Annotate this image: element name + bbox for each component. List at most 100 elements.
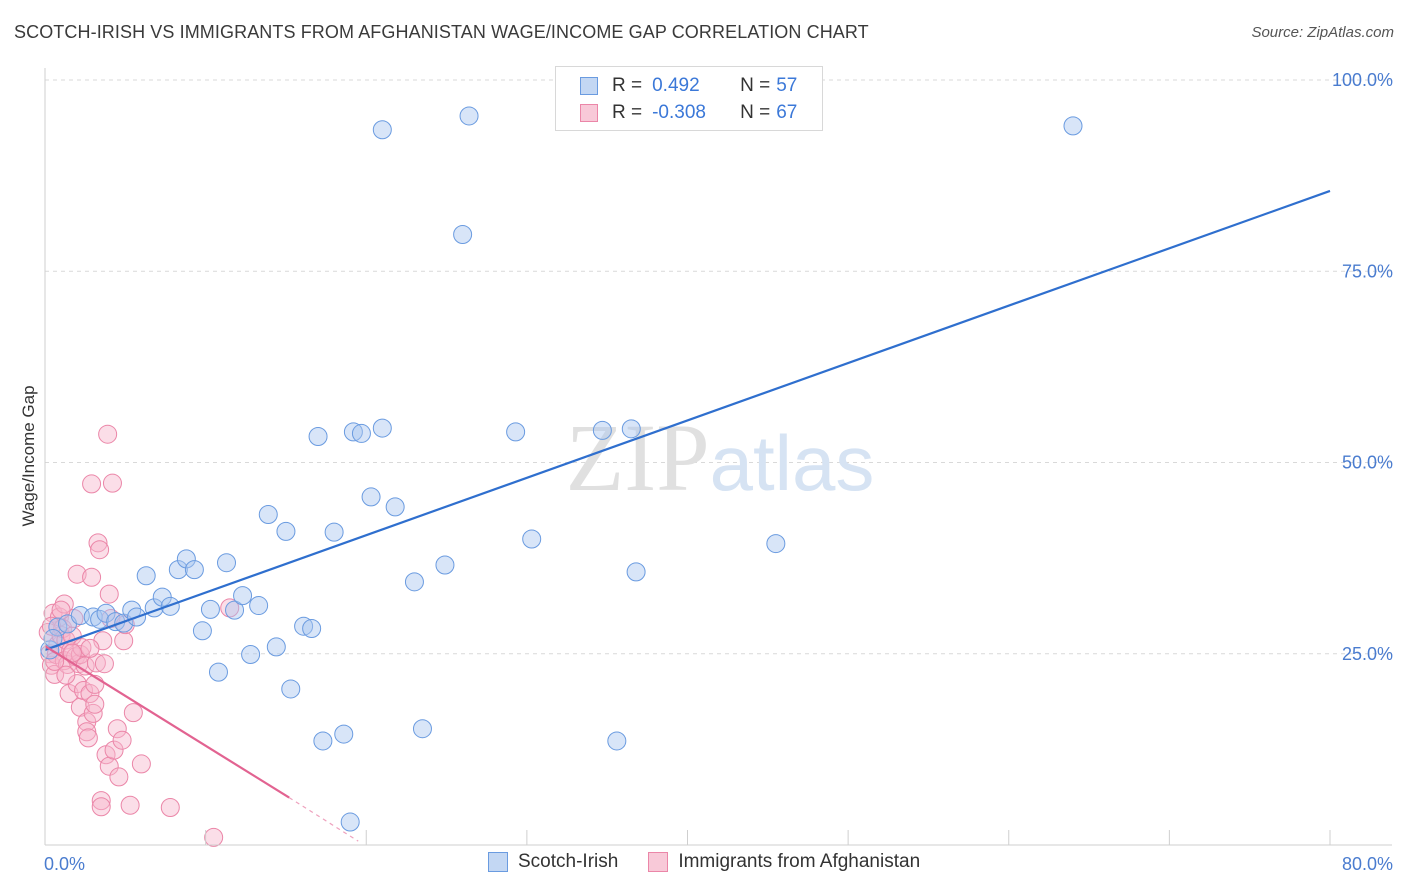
legend-n-value: 57 bbox=[776, 75, 798, 96]
legend-r-label: R = bbox=[612, 102, 643, 123]
data-point-scotch-irish bbox=[453, 225, 473, 245]
data-point-scotch-irish bbox=[217, 553, 237, 573]
data-point-scotch-irish bbox=[334, 724, 354, 744]
axes: 25.0% 50.0% 75.0% 100.0% 0.0% 80.0% bbox=[44, 68, 1393, 874]
legend-row-scotch-irish: R = 0.492 N = 57 bbox=[580, 73, 797, 99]
data-point-scotch-irish bbox=[621, 419, 641, 439]
data-point-scotch-irish bbox=[626, 562, 646, 582]
y-tick-label: 75.0% bbox=[1342, 261, 1393, 281]
data-point-scotch-irish bbox=[192, 621, 212, 641]
data-point-scotch-irish bbox=[340, 812, 360, 832]
data-point-afghanistan bbox=[85, 694, 105, 714]
data-point-afghanistan bbox=[91, 797, 111, 817]
data-point-scotch-irish bbox=[225, 600, 245, 620]
legend-label-scotch-irish: Scotch-Irish bbox=[518, 851, 619, 872]
data-point-afghanistan bbox=[91, 791, 111, 811]
series-legend: Scotch-Irish Immigrants from Afghanistan bbox=[488, 851, 950, 873]
legend-n-value: 67 bbox=[776, 102, 798, 123]
data-point-afghanistan bbox=[109, 767, 129, 787]
source-credit: Source: ZipAtlas.com bbox=[1251, 24, 1394, 41]
data-point-afghanistan bbox=[112, 730, 132, 750]
data-point-afghanistan bbox=[88, 533, 108, 553]
legend-r-value: -0.308 bbox=[652, 102, 706, 123]
data-point-afghanistan bbox=[160, 798, 180, 818]
data-point-scotch-irish bbox=[176, 549, 196, 569]
data-point-afghanistan bbox=[220, 598, 240, 618]
trend-line-scotch-irish bbox=[44, 189, 1331, 651]
legend-row-afghanistan: R = -0.308 N = 67 bbox=[580, 100, 797, 126]
data-point-scotch-irish bbox=[249, 596, 269, 616]
data-point-scotch-irish bbox=[361, 487, 381, 507]
data-point-scotch-irish bbox=[96, 603, 116, 623]
data-point-scotch-irish bbox=[412, 719, 432, 739]
data-point-scotch-irish bbox=[233, 586, 253, 606]
data-point-afghanistan bbox=[54, 594, 74, 614]
data-point-scotch-irish bbox=[1063, 116, 1083, 136]
trend-line-afghanistan-extension bbox=[288, 797, 359, 842]
data-point-scotch-irish bbox=[302, 619, 322, 639]
data-point-scotch-irish bbox=[168, 560, 188, 580]
watermark-atlas: atlas bbox=[710, 419, 875, 507]
data-point-afghanistan bbox=[102, 473, 122, 493]
data-point-scotch-irish bbox=[324, 522, 344, 542]
data-point-afghanistan bbox=[70, 697, 90, 717]
legend-swatch-blue bbox=[488, 852, 508, 872]
data-point-afghanistan bbox=[94, 654, 114, 674]
data-point-scotch-irish bbox=[459, 106, 479, 126]
legend-swatch-blue bbox=[580, 77, 598, 95]
y-tick-label: 100.0% bbox=[1332, 70, 1393, 90]
data-point-afghanistan bbox=[98, 424, 118, 444]
stats-legend: R = 0.492 N = 57 R = -0.308 N = 67 bbox=[555, 66, 823, 131]
legend-r-label: R = bbox=[612, 75, 643, 96]
x-tick-label: 80.0% bbox=[1342, 854, 1393, 874]
trend-line-afghanistan bbox=[44, 645, 290, 799]
data-point-afghanistan bbox=[90, 540, 110, 560]
data-point-afghanistan bbox=[78, 728, 98, 748]
data-point-scotch-irish bbox=[266, 637, 286, 657]
data-point-scotch-irish bbox=[435, 555, 455, 575]
data-point-afghanistan bbox=[77, 722, 97, 742]
chart-title: SCOTCH-IRISH VS IMMIGRANTS FROM AFGHANIS… bbox=[14, 22, 869, 42]
data-point-afghanistan bbox=[82, 474, 102, 494]
y-tick-label: 50.0% bbox=[1342, 453, 1393, 473]
data-point-scotch-irish bbox=[281, 679, 301, 699]
data-point-afghanistan bbox=[123, 703, 143, 723]
data-point-scotch-irish bbox=[372, 418, 392, 438]
data-point-scotch-irish bbox=[351, 423, 371, 443]
trend-lines bbox=[44, 189, 1331, 842]
data-point-afghanistan bbox=[80, 684, 100, 704]
data-point-afghanistan bbox=[80, 638, 100, 658]
data-point-scotch-irish bbox=[276, 521, 296, 541]
data-point-afghanistan bbox=[204, 827, 224, 847]
data-point-afghanistan bbox=[120, 795, 140, 815]
data-point-afghanistan bbox=[99, 584, 119, 604]
legend-item-afghanistan: Immigrants from Afghanistan bbox=[648, 851, 920, 873]
data-point-afghanistan bbox=[104, 740, 124, 760]
legend-swatch-pink bbox=[648, 852, 669, 872]
series-scotch-irish-points bbox=[40, 106, 1083, 832]
data-point-scotch-irish bbox=[313, 731, 333, 751]
data-point-afghanistan bbox=[131, 754, 151, 774]
data-point-scotch-irish bbox=[184, 560, 204, 580]
data-point-scotch-irish bbox=[308, 426, 328, 446]
data-point-scotch-irish bbox=[506, 422, 526, 442]
data-point-afghanistan bbox=[86, 653, 106, 673]
data-point-scotch-irish bbox=[258, 505, 278, 525]
data-point-afghanistan bbox=[72, 638, 92, 658]
data-point-afghanistan bbox=[59, 684, 79, 704]
y-tick-label: 25.0% bbox=[1342, 644, 1393, 664]
legend-label-afghanistan: Immigrants from Afghanistan bbox=[678, 851, 921, 872]
data-point-afghanistan bbox=[107, 719, 127, 739]
data-point-scotch-irish bbox=[766, 534, 786, 554]
data-point-scotch-irish bbox=[294, 616, 314, 636]
data-point-afghanistan bbox=[67, 564, 87, 584]
y-axis-label: Wage/Income Gap bbox=[19, 385, 38, 526]
data-point-scotch-irish bbox=[607, 731, 627, 751]
data-point-scotch-irish bbox=[404, 572, 424, 592]
data-point-afghanistan bbox=[56, 665, 76, 685]
data-point-afghanistan bbox=[41, 616, 61, 636]
data-point-scotch-irish bbox=[208, 662, 228, 682]
watermark: ZIPatlas bbox=[566, 404, 875, 511]
data-point-scotch-irish bbox=[385, 497, 405, 517]
